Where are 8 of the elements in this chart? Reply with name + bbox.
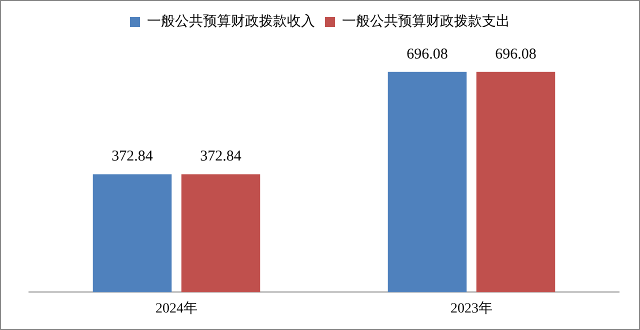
data-label: 696.08 <box>495 46 536 62</box>
legend-label: 一般公共预算财政拨款收入 <box>147 14 315 30</box>
data-label: 696.08 <box>406 46 448 62</box>
x-tick-label: 2023年 <box>450 300 492 316</box>
data-label: 372.84 <box>112 148 154 165</box>
legend-label: 一般公共预算财政拨款支出 <box>342 14 510 30</box>
data-label: 372.84 <box>200 148 242 165</box>
x-tick-label: 2024年 <box>156 300 198 316</box>
